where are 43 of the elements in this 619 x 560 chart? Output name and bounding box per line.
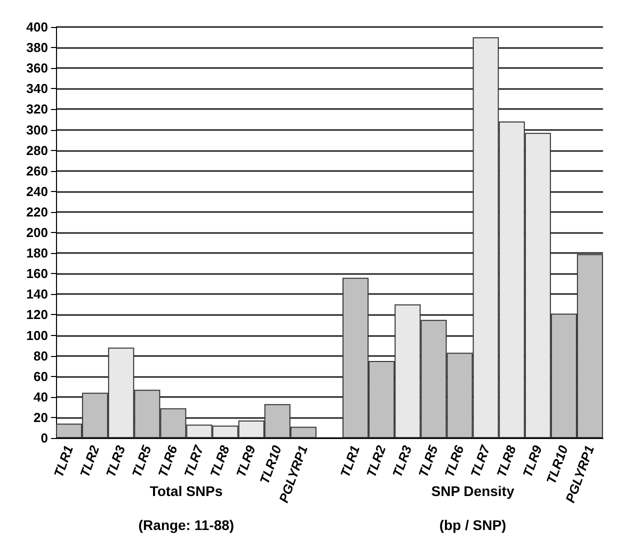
text: (bp / SNP) [439,517,506,533]
y-tick-label: 20 [34,410,48,425]
x-tick-label: TLR5 [416,442,441,480]
x-tick-label: TLR9 [520,442,546,480]
y-tick-label: 120 [26,307,48,322]
y-tick-label: 260 [26,163,48,178]
y-tick-label: 80 [34,348,48,364]
x-tick-label: TLR6 [155,442,181,480]
y-tick-label: 180 [26,246,48,261]
y-tick-label: 220 [26,204,48,220]
x-tick-label: TLR7 [468,442,494,480]
x-tick-label: TLR10 [543,442,572,486]
text: (Range: 11-88) [138,517,234,533]
y-tick-label: 280 [26,142,48,158]
y-tick-label: 0 [40,430,48,446]
y-tick-label: 380 [26,40,48,56]
y-tick-label: 240 [26,184,48,199]
x-tick-label: TLR9 [233,442,259,480]
x-tick-label: TLR3 [102,442,128,480]
y-tick-label: 40 [34,389,48,404]
y-tick-label: 160 [26,266,48,282]
y-tick-label: 140 [26,286,48,302]
y-tick-label: 400 [26,20,48,34]
y-tick-label: 340 [26,81,48,96]
y-tick-label: 320 [26,102,48,117]
x-tick-label: TLR6 [442,442,468,480]
x-tick-label: TLR2 [76,442,102,480]
x-tick-label: TLR3 [389,442,415,480]
x-tick-label: TLR1 [337,443,363,480]
text: Total SNPs [150,483,223,499]
x-tick-label: TLR10 [256,442,285,486]
x-tick-label: TLR8 [207,442,233,480]
x-tick-label: TLR8 [494,442,520,480]
y-tick-label: 60 [34,368,48,384]
x-tick-label: TLR2 [363,442,389,480]
x-tick-label: TLR1 [50,443,76,480]
text: SNP Density [431,483,514,499]
y-tick-label: 360 [26,60,48,76]
y-tick-label: 200 [26,225,48,240]
y-tick-label: 100 [26,328,48,343]
x-tick-label: TLR5 [129,442,154,480]
x-tick-label: TLR7 [181,442,207,480]
y-tick-label: 300 [26,122,48,138]
